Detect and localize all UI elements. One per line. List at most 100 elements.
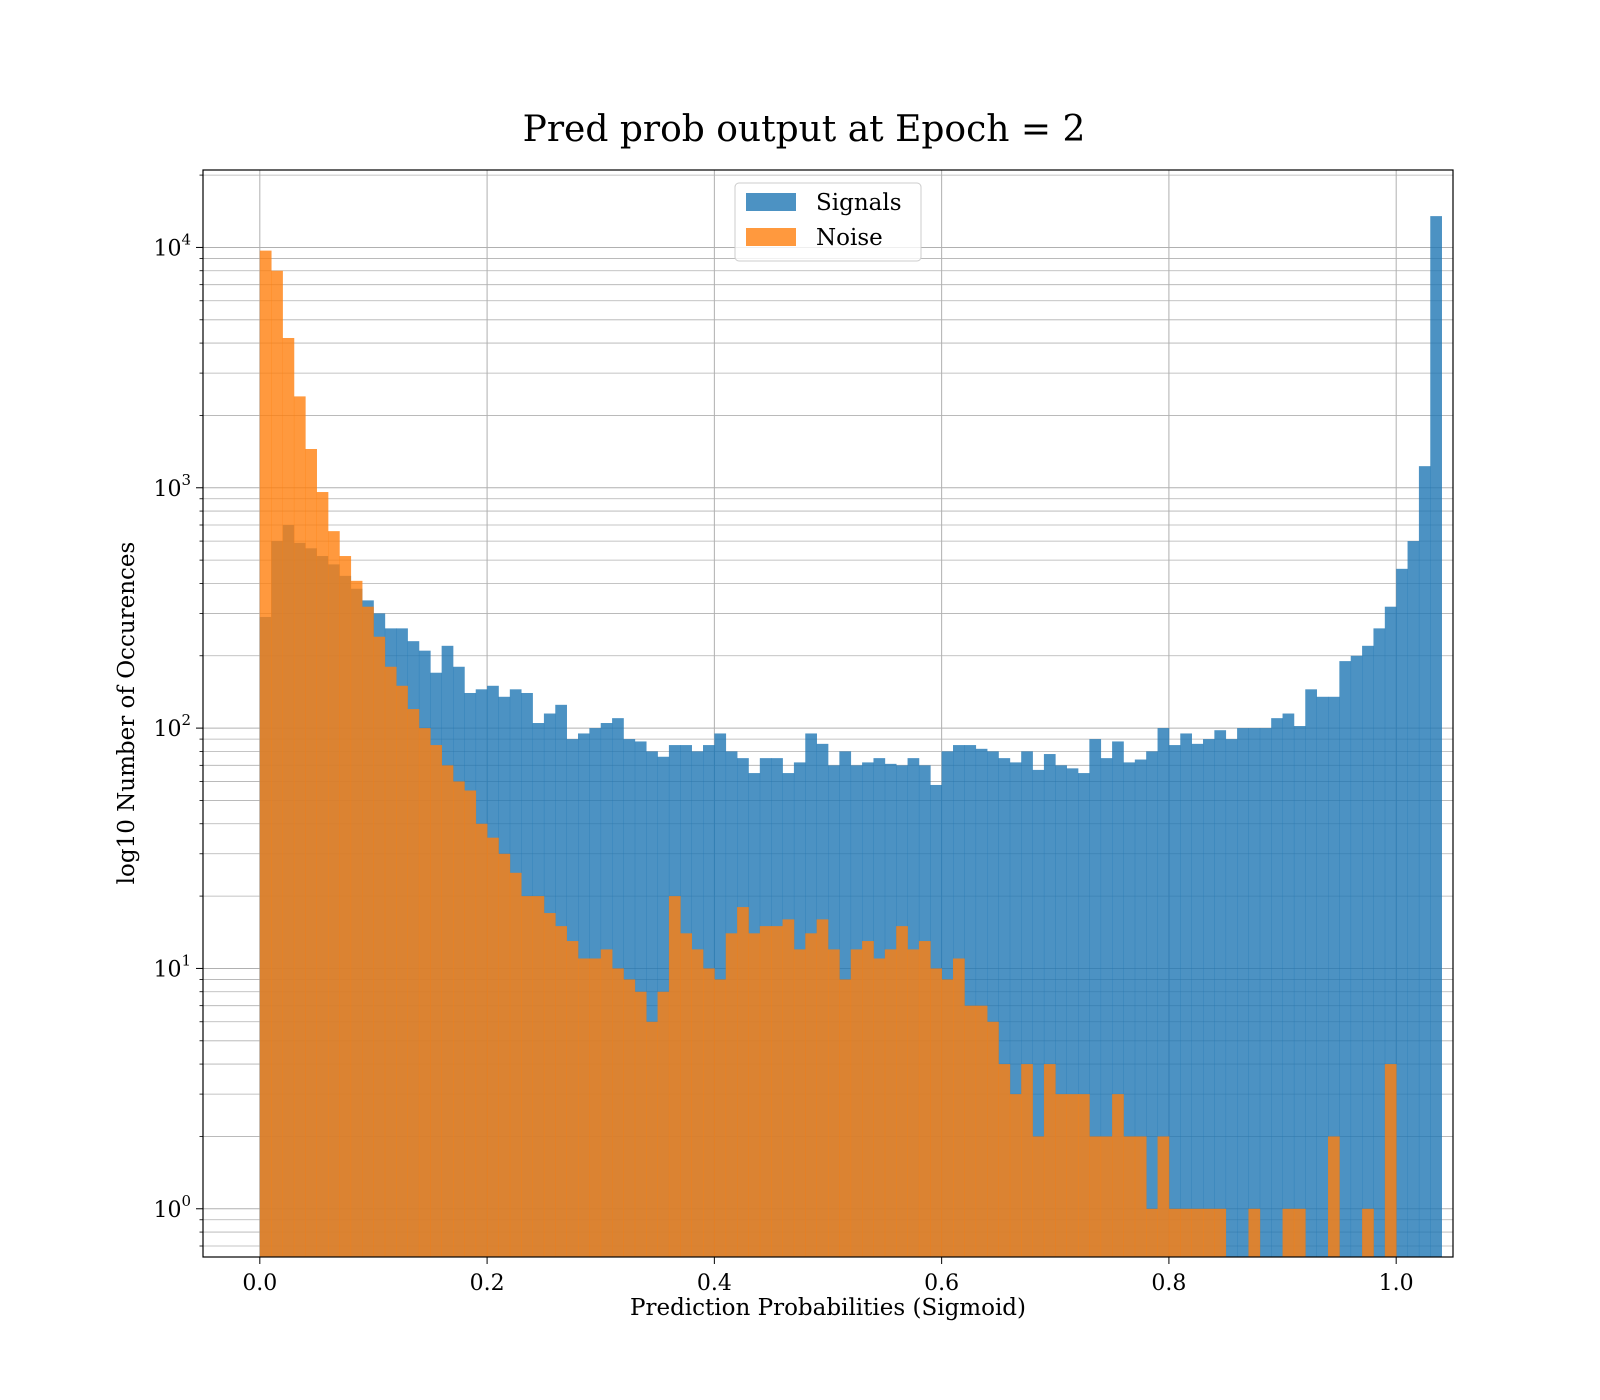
- bar-noise: [487, 837, 499, 1257]
- bar-noise: [691, 949, 704, 1257]
- bar-signals: [1418, 466, 1431, 1257]
- bar-signals: [1396, 568, 1408, 1257]
- x-tick-label: 0.8: [1151, 1271, 1186, 1296]
- bar-signals: [1203, 739, 1215, 1257]
- bar-noise: [930, 968, 942, 1257]
- bar-signals: [1180, 733, 1192, 1257]
- bar-noise: [1078, 1094, 1090, 1257]
- bar-signals: [1362, 645, 1374, 1257]
- bar-noise: [1032, 1136, 1045, 1257]
- bar-noise: [907, 949, 920, 1257]
- legend: Signals Noise: [734, 182, 922, 262]
- bar-noise: [350, 580, 363, 1257]
- bar-noise: [282, 337, 295, 1257]
- bar-noise: [862, 941, 874, 1257]
- y-tick-exponent: 1: [181, 951, 191, 969]
- bar-noise: [293, 396, 306, 1257]
- bar-signals: [975, 748, 988, 1257]
- bar-noise: [316, 492, 329, 1257]
- bar-signals: [1339, 661, 1352, 1257]
- bar-noise: [828, 949, 840, 1257]
- bar-noise: [1191, 1208, 1204, 1257]
- bar-signals: [1350, 655, 1363, 1257]
- bar-signals: [1168, 745, 1181, 1257]
- bar-noise: [748, 933, 761, 1257]
- bar-noise: [464, 790, 477, 1257]
- series-noise: [259, 250, 1397, 1258]
- bar-noise: [873, 958, 886, 1257]
- bar-noise: [896, 926, 908, 1257]
- bar-noise: [998, 1064, 1011, 1257]
- bar-noise: [430, 745, 442, 1257]
- bar-signals: [1259, 728, 1272, 1257]
- bar-noise: [918, 941, 931, 1257]
- bar-noise: [305, 448, 317, 1257]
- x-tick-label: 0.0: [242, 1271, 277, 1296]
- bar-noise: [578, 958, 590, 1257]
- bar-signals: [1055, 765, 1067, 1257]
- bar-noise: [839, 979, 852, 1257]
- bar-signals: [1430, 216, 1442, 1257]
- bar-signals: [1328, 696, 1340, 1257]
- bar-signals: [964, 745, 977, 1257]
- bar-noise: [1043, 1064, 1056, 1257]
- bar-noise: [328, 531, 340, 1257]
- bar-noise: [657, 991, 670, 1257]
- bar-noise: [1282, 1208, 1295, 1257]
- bar-noise: [1112, 1094, 1124, 1257]
- bar-noise: [1089, 1136, 1102, 1257]
- bar-noise: [589, 958, 602, 1257]
- y-axis-label: log10 Number of Occurences: [114, 542, 140, 885]
- bar-signals: [998, 758, 1011, 1257]
- bar-noise: [623, 979, 636, 1257]
- x-tick-label: 1.0: [1379, 1271, 1414, 1296]
- bar-noise: [475, 823, 488, 1257]
- bars: [259, 216, 1442, 1258]
- bar-signals: [1021, 751, 1033, 1257]
- bar-noise: [339, 556, 352, 1257]
- bar-signals: [1078, 773, 1090, 1257]
- bar-noise: [521, 896, 533, 1257]
- bar-noise: [1146, 1208, 1158, 1257]
- bar-noise: [532, 896, 545, 1257]
- bar-noise: [805, 933, 817, 1257]
- bar-noise: [407, 709, 420, 1257]
- bar-noise: [1021, 1064, 1033, 1257]
- bar-noise: [1134, 1136, 1147, 1257]
- legend-label-signals: Signals: [816, 190, 902, 216]
- bar-noise: [1180, 1208, 1192, 1257]
- legend-swatch-signals: [746, 193, 796, 211]
- bar-noise: [759, 926, 772, 1257]
- bar-noise: [771, 926, 783, 1257]
- bar-noise: [1293, 1208, 1306, 1257]
- chart-title: Pred prob output at Epoch = 2: [523, 109, 1086, 150]
- bar-noise: [1055, 1094, 1067, 1257]
- bar-noise: [498, 853, 511, 1257]
- bar-noise: [1328, 1136, 1340, 1257]
- bar-signals: [1123, 762, 1136, 1257]
- bar-signals: [1384, 606, 1397, 1257]
- bar-signals: [1009, 762, 1022, 1257]
- bar-noise: [555, 926, 567, 1257]
- bar-noise: [793, 949, 806, 1257]
- bar-noise: [1066, 1094, 1079, 1257]
- bar-noise: [612, 968, 624, 1257]
- bar-noise: [418, 728, 431, 1257]
- bar-noise: [714, 979, 727, 1257]
- bar-noise: [634, 991, 647, 1257]
- bar-signals: [1225, 739, 1238, 1257]
- bar-signals: [1146, 751, 1158, 1257]
- bar-noise: [816, 919, 829, 1257]
- bar-noise: [384, 666, 397, 1257]
- bar-noise: [566, 941, 579, 1257]
- bar-noise: [1203, 1208, 1215, 1257]
- bar-signals: [1191, 743, 1204, 1257]
- bar-signals: [1271, 718, 1283, 1257]
- legend-label-noise: Noise: [816, 225, 883, 251]
- bar-noise: [987, 1021, 999, 1257]
- bar-noise: [646, 1021, 658, 1257]
- bar-noise: [1123, 1136, 1136, 1257]
- x-tick-label: 0.2: [470, 1271, 505, 1296]
- bar-noise: [271, 270, 283, 1258]
